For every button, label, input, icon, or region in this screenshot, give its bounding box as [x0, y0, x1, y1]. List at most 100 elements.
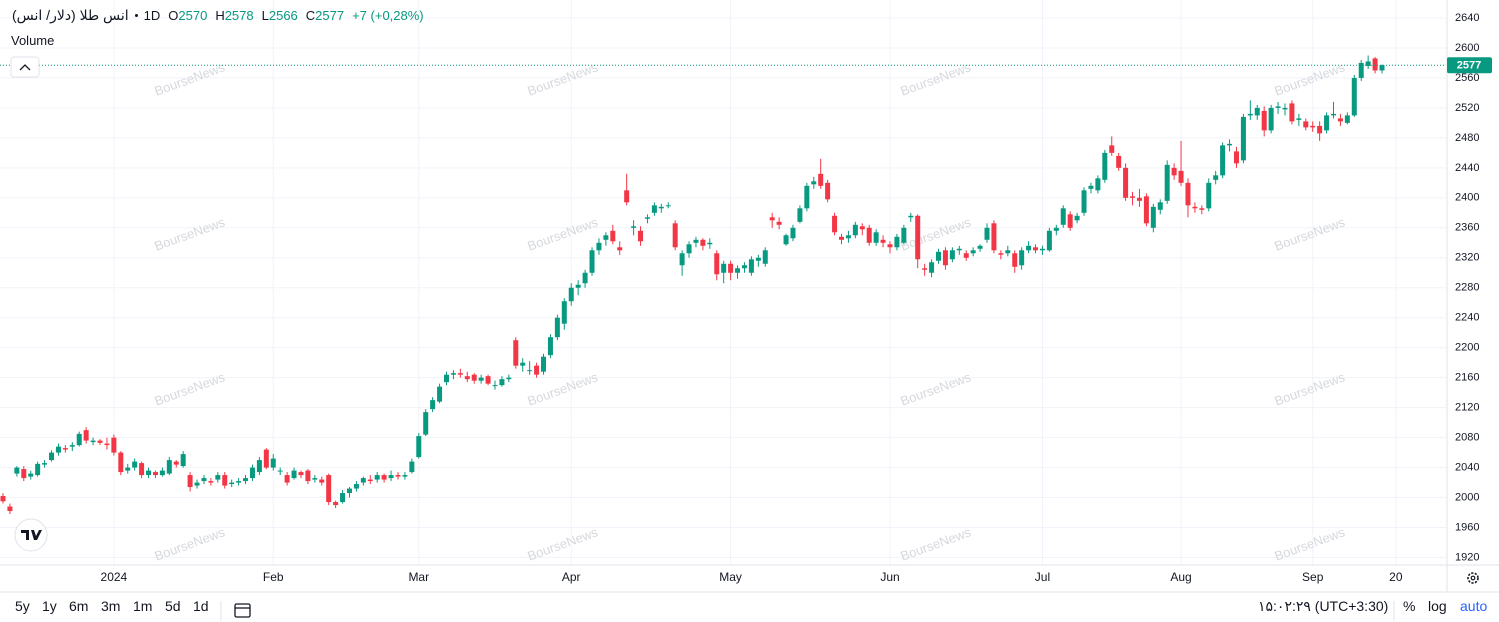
candle-body [277, 470, 283, 472]
calendar-icon[interactable] [234, 603, 251, 618]
candle-body [249, 467, 255, 479]
candle-body [409, 461, 415, 473]
candle-body [492, 385, 498, 387]
watermark: BourseNews [152, 214, 227, 253]
logo-mark [21, 530, 42, 540]
candle-body [1330, 113, 1336, 116]
candle-body [76, 433, 82, 446]
timeframe-button[interactable]: 1y [42, 598, 57, 614]
candle-body [901, 227, 907, 243]
candle-body [658, 206, 664, 209]
candle-body [263, 449, 269, 468]
separator-dot [134, 13, 138, 17]
candle-body [159, 470, 165, 476]
candle-body [270, 458, 276, 468]
timeframe-button[interactable]: 1m [133, 598, 153, 614]
candle-body [1178, 170, 1184, 183]
candle-body [340, 493, 346, 503]
candle-body [1372, 58, 1378, 71]
candle-body [1282, 107, 1288, 110]
y-tick-label: 2160 [1455, 372, 1479, 384]
candle-body [776, 221, 782, 225]
y-tick-label: 2600 [1455, 42, 1479, 54]
candle-body [229, 482, 235, 485]
x-tick-label: Jun [880, 570, 899, 584]
candle-body [0, 496, 6, 502]
candle-body [575, 284, 581, 288]
candle-body [1227, 143, 1233, 146]
candle-body [1296, 118, 1302, 120]
candle-body [1303, 121, 1309, 128]
timeframe-button[interactable]: 5y [15, 598, 30, 614]
candle-body [1254, 107, 1260, 116]
candle-body [360, 478, 366, 483]
timeframe-button[interactable]: 3m [101, 598, 121, 614]
settings-gear[interactable] [1467, 572, 1479, 584]
y-tick-label: 2320 [1455, 252, 1479, 264]
candle-body [1157, 202, 1163, 210]
scale-button[interactable]: log [1428, 598, 1447, 614]
candle-body [506, 377, 512, 380]
candle-body [457, 373, 463, 375]
candle-body [984, 227, 990, 240]
volume-label[interactable]: Volume [11, 33, 55, 48]
candle-body [1136, 197, 1142, 201]
high-value: 2578 [224, 7, 254, 23]
timeframe-button[interactable]: 6m [69, 598, 89, 614]
candle-body [866, 227, 872, 243]
watermark: BourseNews [525, 214, 600, 253]
watermark: BourseNews [1272, 369, 1347, 408]
candle-body [527, 370, 533, 372]
y-tick-label: 2560 [1455, 72, 1479, 84]
candle-body [180, 454, 186, 467]
candle-body [69, 445, 75, 447]
candle-body [83, 430, 89, 441]
candle-body [1199, 208, 1205, 210]
candle-body [589, 250, 595, 273]
timeframe-button[interactable]: 1d [193, 598, 209, 614]
candle-body [298, 472, 304, 476]
timeframe-button[interactable]: 5d [165, 598, 181, 614]
candle-body [55, 446, 61, 453]
candle-body [1365, 61, 1371, 66]
candle-body [1164, 164, 1170, 201]
candle-body [880, 239, 886, 243]
candle-body [603, 235, 609, 240]
collapse-button[interactable] [10, 56, 40, 78]
candle-body [1351, 77, 1357, 116]
candle-body [915, 215, 921, 260]
candle-body [596, 242, 602, 251]
candle-body [852, 224, 858, 236]
y-tick-label: 2120 [1455, 402, 1479, 414]
candle-body [1275, 106, 1281, 108]
watermark: BourseNews [525, 59, 600, 98]
candle-body [728, 263, 734, 273]
symbol-name[interactable]: انس طلا (دلار/ انس) [12, 6, 129, 23]
low-label: L [261, 7, 269, 23]
candle-body [132, 461, 138, 468]
x-tick-label: 2024 [101, 570, 128, 584]
y-tick-label: 2040 [1455, 461, 1479, 473]
clock[interactable]: ۱۵:۰۲:۲۹ (UTC+3:30) [1258, 598, 1389, 614]
candle-body [485, 376, 491, 384]
candle-body [430, 400, 436, 410]
candle-body [1130, 196, 1136, 198]
candle-body [686, 244, 692, 254]
candle-body [838, 236, 844, 240]
candle-body [1088, 185, 1094, 189]
scale-button[interactable]: % [1403, 598, 1416, 614]
y-tick-label: 2000 [1455, 491, 1479, 503]
scale-button[interactable]: auto [1460, 598, 1488, 614]
candle-body [125, 467, 131, 471]
interval[interactable]: 1D [143, 7, 161, 23]
settings-gear-hole [1470, 575, 1476, 581]
candle-body [1123, 167, 1129, 198]
candle-body [284, 475, 290, 483]
x-tick-label: Sep [1302, 570, 1324, 584]
candle-body [714, 253, 720, 275]
candle-body [111, 437, 117, 453]
candle-body [478, 377, 484, 381]
candle-body [7, 506, 13, 512]
candle-body [104, 443, 110, 446]
